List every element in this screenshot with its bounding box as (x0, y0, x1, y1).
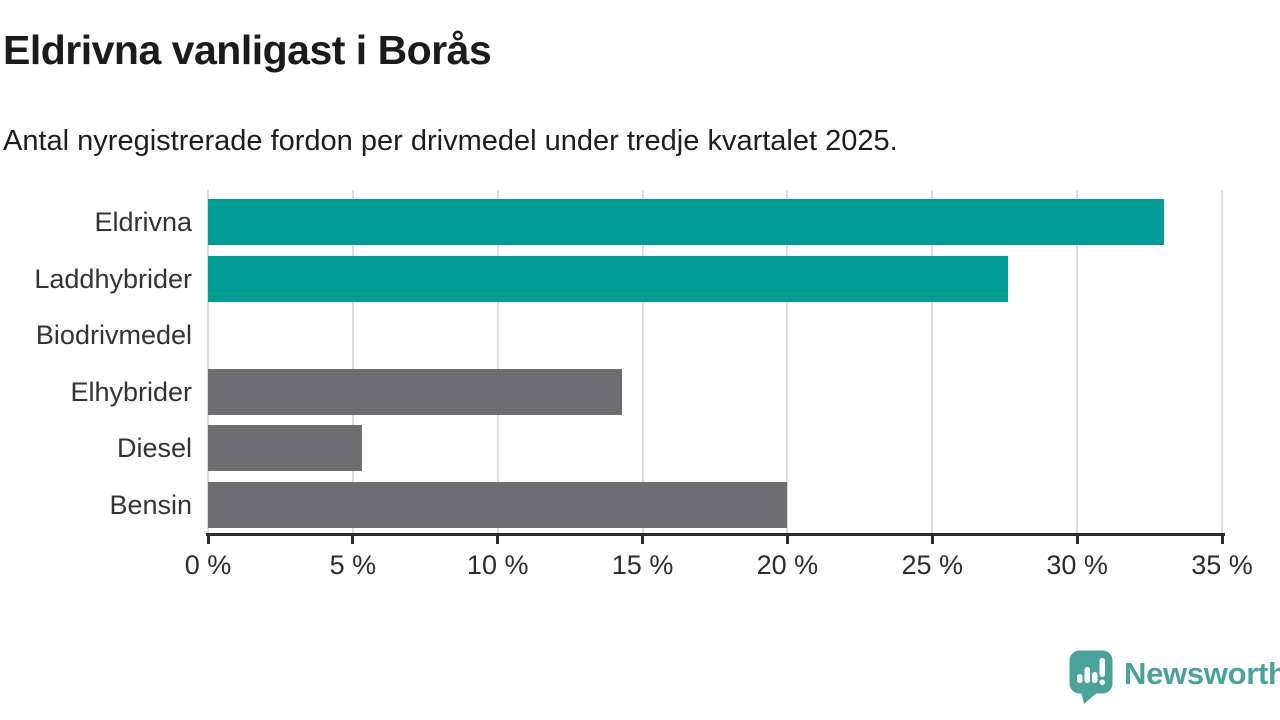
chart-title: Eldrivna vanligast i Borås (3, 27, 492, 73)
chart-subtitle: Antal nyregistrerade fordon per drivmede… (3, 125, 898, 157)
bar-eldrivna (208, 199, 1165, 246)
category-label-elhybrider: Elhybrider (70, 376, 192, 407)
x-tick-label-10: 10 % (466, 550, 529, 580)
category-label-laddhybrider: Laddhybrider (34, 263, 192, 294)
x-tick-label-0: 0 % (184, 550, 232, 580)
x-tick-0 (206, 535, 210, 544)
x-tick-label-20: 20 % (756, 550, 819, 580)
gridline-20 (786, 190, 789, 533)
x-tick-20 (785, 535, 789, 544)
x-axis-line (206, 533, 1225, 536)
x-tick-35 (1220, 535, 1224, 544)
newsworthy-logo: Newsworthy (1069, 650, 1280, 704)
x-tick-15 (641, 535, 645, 544)
gridline-25 (931, 190, 934, 533)
gridline-30 (1076, 190, 1079, 533)
bar-elhybrider (208, 368, 623, 415)
x-tick-label-5: 5 % (329, 550, 377, 580)
x-tick-label-35: 35 % (1191, 550, 1253, 580)
x-tick-5 (351, 535, 355, 544)
bar-bensin (208, 481, 788, 528)
x-tick-10 (496, 535, 500, 544)
gridline-15 (641, 190, 644, 533)
gridline-5 (351, 190, 354, 533)
gridline-10 (496, 190, 499, 533)
x-tick-30 (1075, 535, 1079, 544)
bar-diesel (208, 425, 362, 472)
gridline-35 (1221, 190, 1223, 533)
newsworthy-bubble-chart-icon (1069, 650, 1113, 704)
x-tick-25 (930, 535, 934, 544)
category-label-diesel: Diesel (116, 433, 192, 464)
category-label-bensin: Bensin (109, 489, 192, 520)
bar-laddhybrider (208, 255, 1008, 302)
category-label-eldrivna: Eldrivna (94, 207, 192, 238)
newsworthy-logo-text: Newsworthy (1124, 655, 1280, 691)
gridline-0 (207, 190, 209, 533)
category-label-biodrivmedel: Biodrivmedel (35, 320, 192, 351)
x-tick-label-15: 15 % (611, 550, 674, 580)
x-tick-label-30: 30 % (1046, 550, 1108, 580)
x-tick-label-25: 25 % (901, 550, 964, 580)
